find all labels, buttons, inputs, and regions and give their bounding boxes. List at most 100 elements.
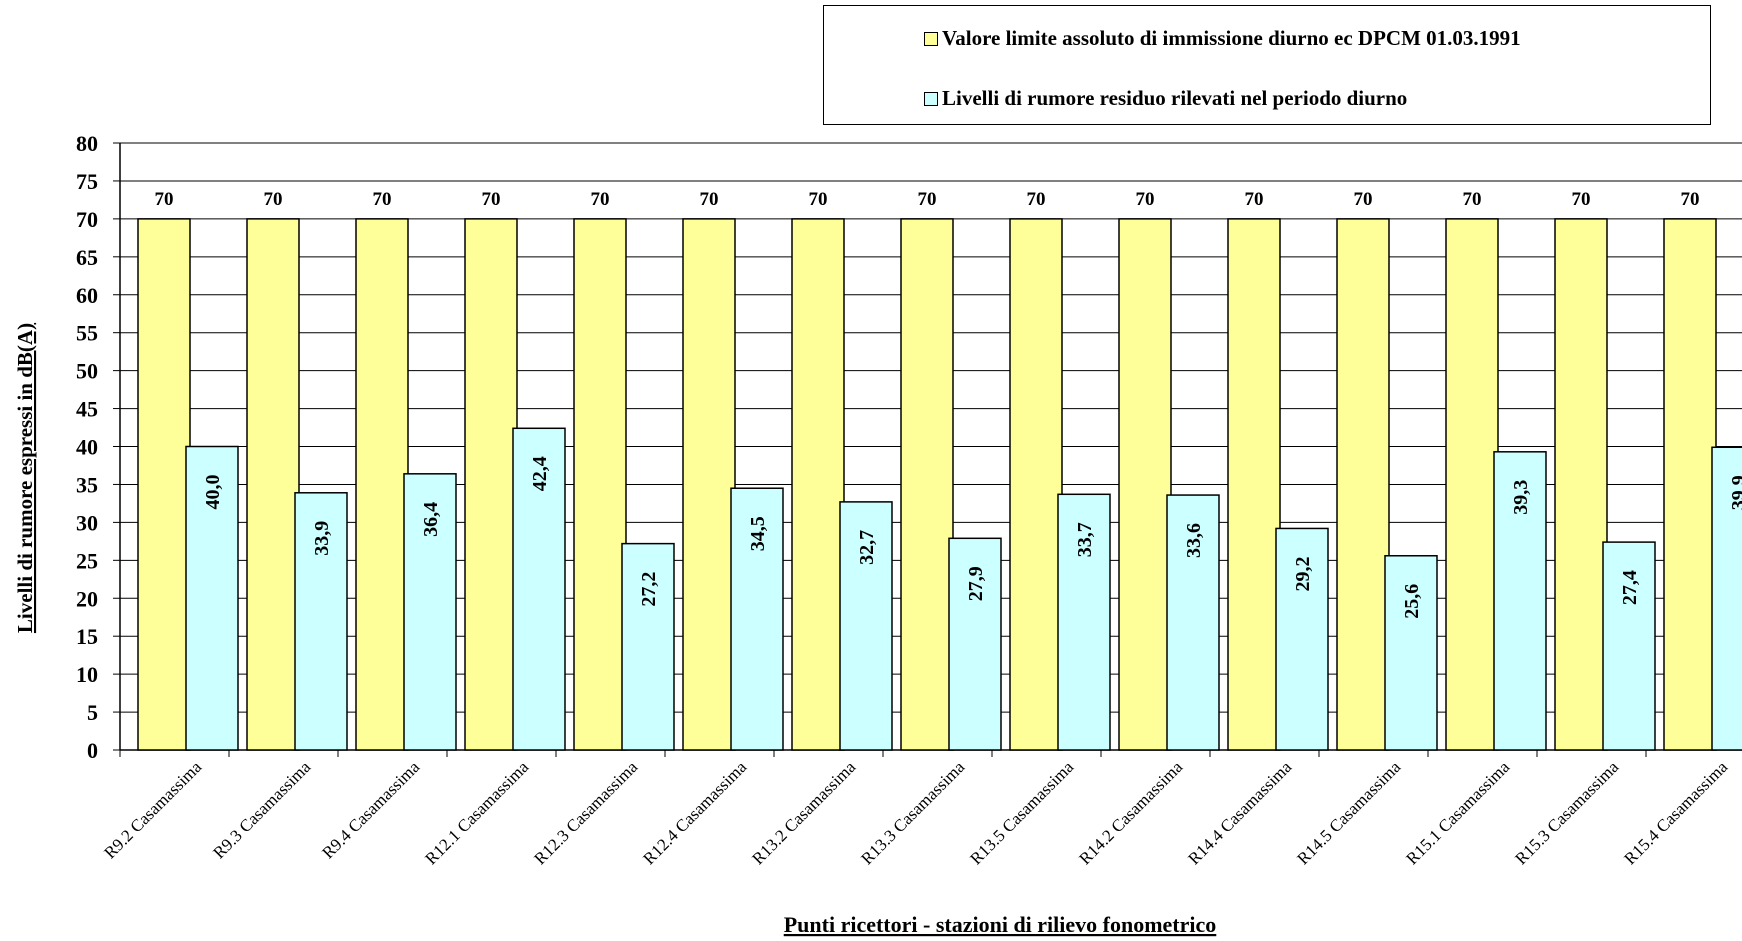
bar-residual	[1493, 451, 1547, 751]
x-tick-label: R15.4 Casamassima	[1620, 757, 1731, 868]
bar-residual	[1711, 446, 1742, 751]
bar-limit	[573, 218, 627, 751]
y-tick-label: 60	[76, 283, 98, 308]
bar-limit	[1227, 218, 1281, 751]
data-label-limit: 70	[373, 189, 392, 210]
bar-limit	[355, 218, 409, 751]
x-tick-label: R14.2 Casamassima	[1075, 757, 1186, 868]
y-tick-label: 50	[76, 359, 98, 384]
bar-limit	[791, 218, 845, 751]
x-tick-label: R9.3 Casamassima	[209, 757, 314, 862]
bar-residual	[1166, 494, 1220, 751]
y-tick-label: 40	[76, 435, 98, 460]
data-label-limit: 70	[1681, 189, 1700, 210]
bar-residual	[185, 445, 239, 751]
data-label-residual: 27,4	[1619, 570, 1641, 605]
bar-limit	[246, 218, 300, 751]
bar-residual	[621, 542, 675, 751]
data-label-limit: 70	[809, 189, 828, 210]
bar-limit	[1336, 218, 1390, 751]
bar-limit	[900, 218, 954, 751]
data-label-limit: 70	[918, 189, 937, 210]
data-label-limit: 70	[264, 189, 283, 210]
x-tick-label: R15.3 Casamassima	[1511, 757, 1622, 868]
y-tick-label: 80	[76, 131, 98, 156]
y-tick-label: 45	[76, 397, 98, 422]
legend-swatch-yellow	[924, 31, 938, 46]
x-axis-title: Punti ricettori - stazioni di rilievo fo…	[784, 912, 1217, 937]
data-label-residual: 33,6	[1183, 523, 1205, 558]
data-label-limit: 70	[1245, 189, 1264, 210]
bar-limit	[137, 218, 191, 751]
y-tick-label: 20	[76, 586, 98, 611]
bar-residual	[1275, 527, 1329, 751]
x-tick-label: R12.1 Casamassima	[421, 757, 532, 868]
legend-item-limit: Valore limite assoluto di immissione diu…	[924, 26, 1521, 51]
y-tick-label: 55	[76, 321, 98, 346]
y-tick-label: 65	[76, 245, 98, 270]
data-label-residual: 36,4	[420, 502, 442, 537]
bar-limit	[1009, 218, 1063, 751]
data-label-residual: 42,4	[529, 456, 551, 491]
bar-limit	[1554, 218, 1608, 751]
x-tick-label: R14.4 Casamassima	[1184, 757, 1295, 868]
bar-limit	[682, 218, 736, 751]
data-label-limit: 70	[1463, 189, 1482, 210]
y-tick-label: 10	[76, 662, 98, 687]
data-label-residual: 39,3	[1510, 480, 1532, 515]
legend: Valore limite assoluto di immissione diu…	[823, 5, 1711, 125]
data-label-residual: 27,9	[965, 566, 987, 601]
x-tick-label: R12.3 Casamassima	[530, 757, 641, 868]
x-tick-label: R14.5 Casamassima	[1293, 757, 1404, 868]
data-label-limit: 70	[155, 189, 174, 210]
x-tick-label: R13.2 Casamassima	[748, 757, 859, 868]
data-label-limit: 70	[1354, 189, 1373, 210]
bar-limit	[464, 218, 518, 751]
legend-label: Livelli di rumore residuo rilevati nel p…	[942, 86, 1408, 110]
data-labels: 70 40,0 70 33,9 70 36,4 70 42,4 70 27,2 70 34,5 70 32…	[155, 189, 1742, 619]
bar-residual	[1602, 541, 1656, 751]
bar-residual	[1384, 555, 1438, 751]
bar-residual	[1057, 493, 1111, 751]
data-label-residual: 25,6	[1401, 584, 1423, 619]
data-label-residual: 40,0	[202, 475, 224, 510]
y-tick-label: 75	[76, 169, 98, 194]
legend-item-residual: Livelli di rumore residuo rilevati nel p…	[924, 86, 1407, 111]
y-tick-label: 30	[76, 510, 98, 535]
bar-residual	[512, 427, 566, 751]
x-tick-label: R9.2 Casamassima	[100, 757, 205, 862]
data-label-residual: 34,5	[747, 516, 769, 551]
y-tick-label: 5	[87, 700, 98, 725]
x-tick-label: R13.5 Casamassima	[966, 757, 1077, 868]
bar-residual	[403, 473, 457, 751]
bar-residual	[294, 492, 348, 751]
data-label-residual: 27,2	[638, 572, 660, 607]
data-label-limit: 70	[1136, 189, 1155, 210]
x-tick-label: R15.1 Casamassima	[1402, 757, 1513, 868]
data-label-residual: 29,2	[1292, 556, 1314, 591]
x-tick-label: R13.3 Casamassima	[857, 757, 968, 868]
y-tick-label: 0	[87, 738, 98, 763]
data-label-limit: 70	[1027, 189, 1046, 210]
bar-residual	[730, 487, 784, 751]
y-axis-title: Livelli di rumore espressi in dB(A)	[13, 323, 37, 633]
data-label-residual: 32,7	[856, 530, 878, 565]
data-label-limit: 70	[482, 189, 501, 210]
bars	[137, 218, 1742, 751]
bar-limit	[1663, 218, 1717, 751]
data-label-residual: 39,9	[1728, 475, 1742, 510]
legend-label: Valore limite assoluto di immissione diu…	[942, 26, 1521, 50]
data-label-limit: 70	[700, 189, 719, 210]
data-label-limit: 70	[1572, 189, 1591, 210]
legend-swatch-cyan	[924, 91, 938, 106]
bar-limit	[1118, 218, 1172, 751]
y-tick-label: 15	[76, 624, 98, 649]
bar-residual	[839, 501, 893, 751]
bar-limit	[1445, 218, 1499, 751]
data-label-residual: 33,9	[311, 521, 333, 556]
y-tick-label: 35	[76, 472, 98, 497]
y-tick-label: 70	[76, 207, 98, 232]
x-tick-label: R12.4 Casamassima	[639, 757, 750, 868]
x-tick-label: R9.4 Casamassima	[318, 757, 423, 862]
